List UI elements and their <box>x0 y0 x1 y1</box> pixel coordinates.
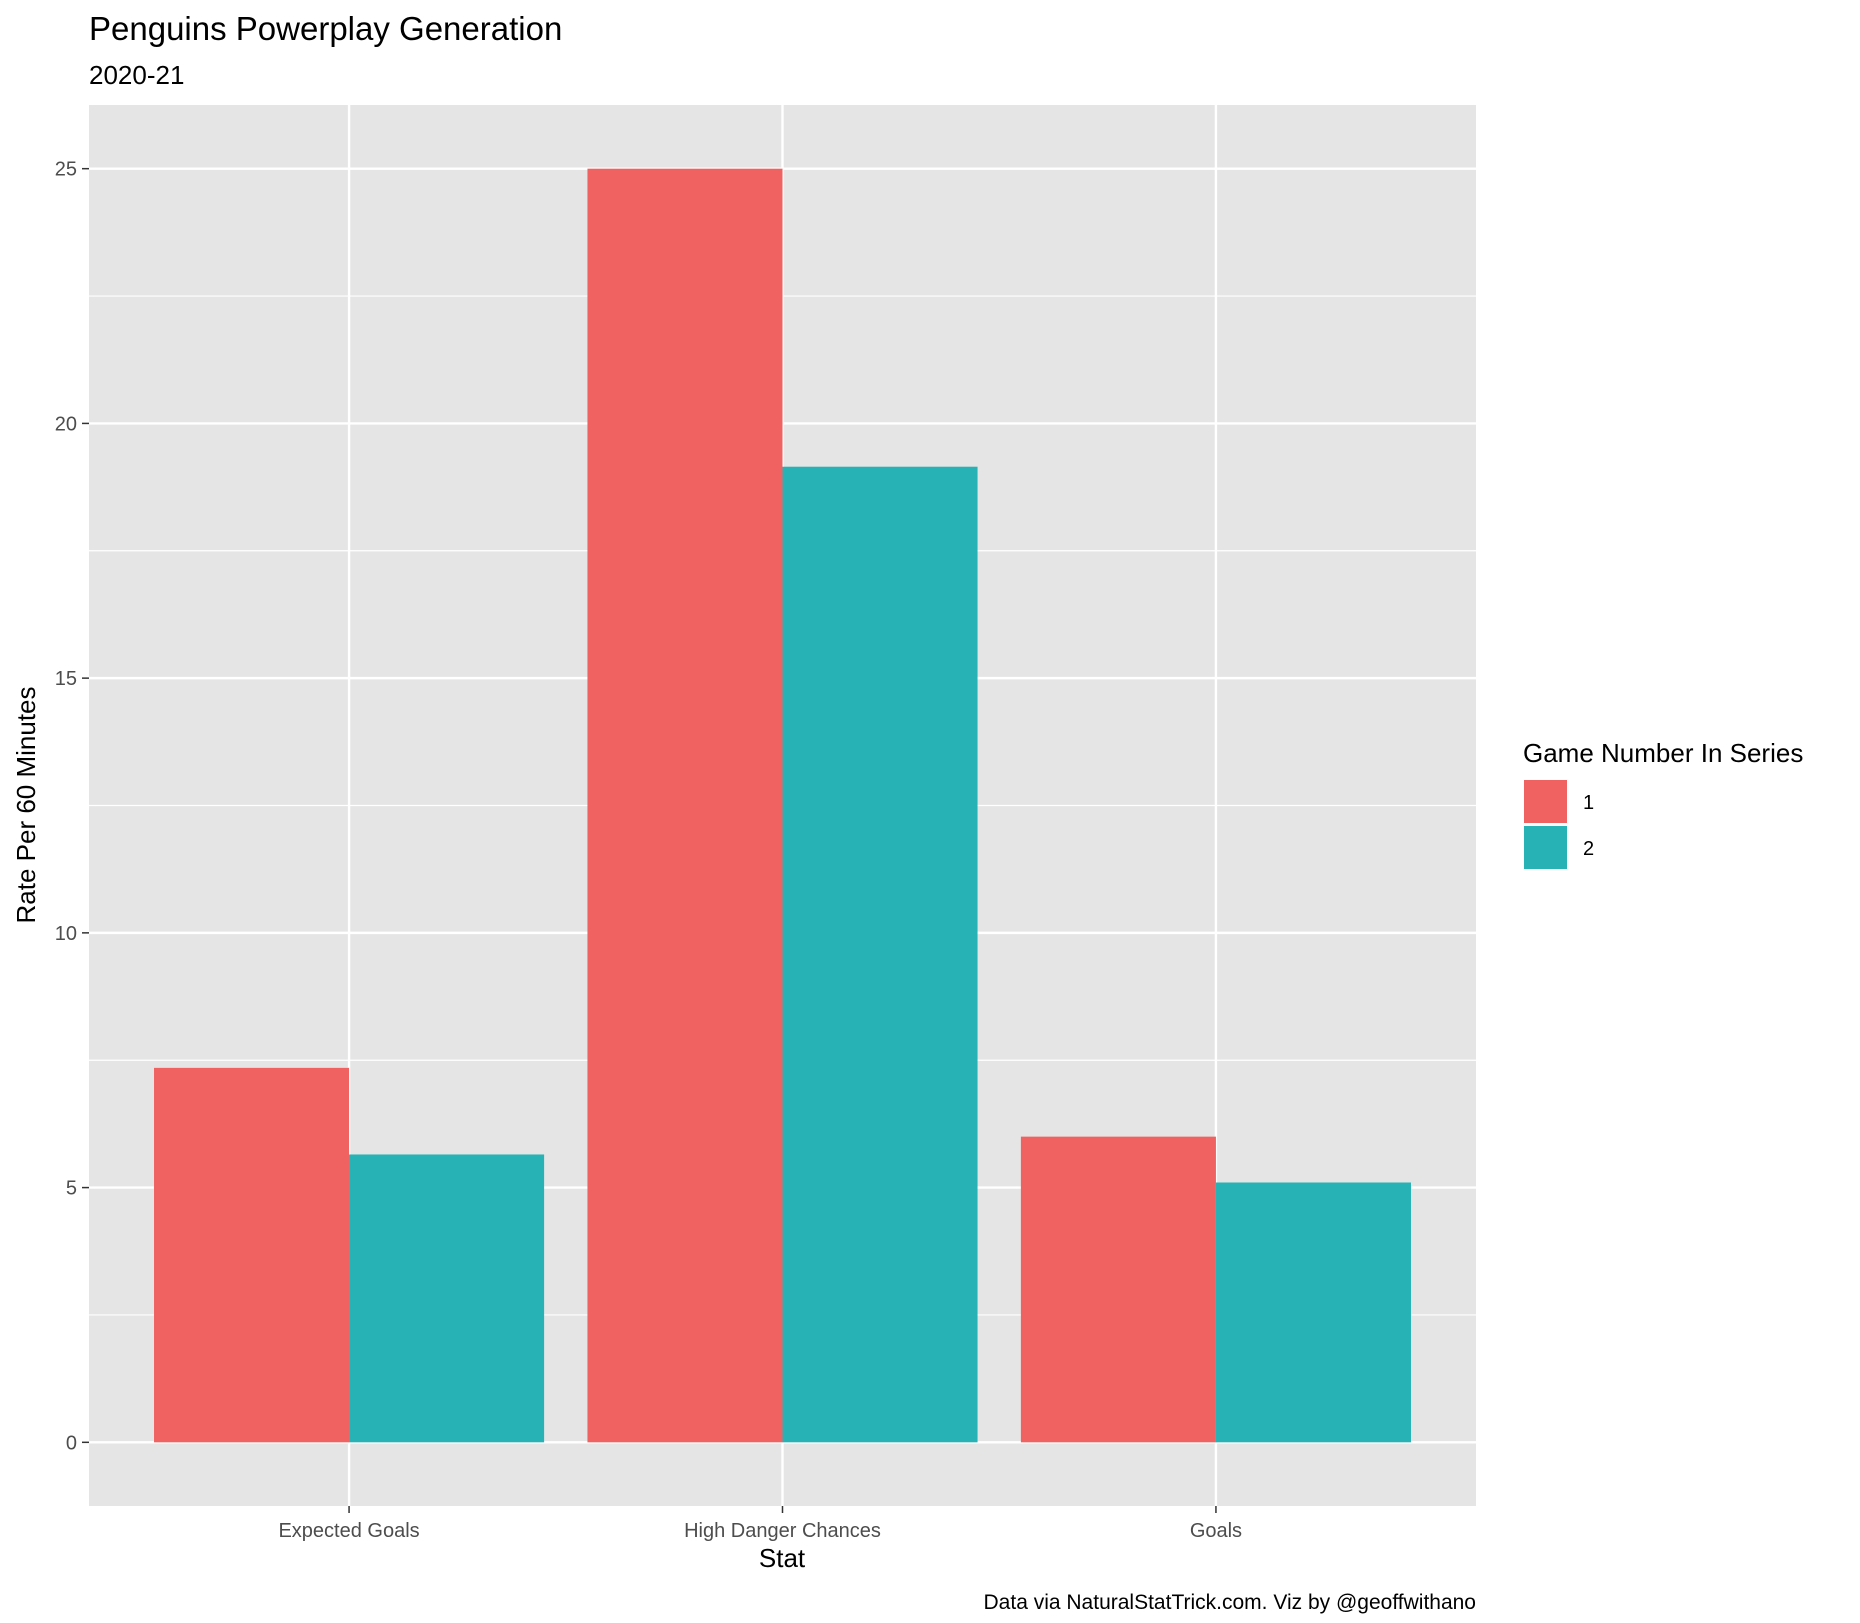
x-tick-label: Goals <box>1190 1520 1242 1542</box>
legend-title: Game Number In Series <box>1523 738 1803 768</box>
axis-layer: 0 5 10 15 20 25 Expected Goals High Danger Chan… <box>55 159 1242 1542</box>
bar <box>154 1067 350 1443</box>
y-tick-label: 5 <box>66 1178 77 1200</box>
legend-key <box>1524 780 1567 823</box>
y-tick-label: 25 <box>55 159 77 181</box>
bar <box>349 1154 545 1443</box>
y-axis-title: Rate Per 60 Minutes <box>11 686 41 923</box>
bar <box>1215 1182 1411 1443</box>
legend-items: 12 <box>1524 780 1594 869</box>
bars-layer <box>154 168 1411 1443</box>
legend-key <box>1524 826 1567 869</box>
legend-label: 2 <box>1583 838 1594 860</box>
y-tick-label: 20 <box>55 413 77 435</box>
x-axis-title: Stat <box>759 1543 806 1573</box>
chart-title: Penguins Powerplay Generation <box>89 10 562 47</box>
x-tick-label: High Danger Chances <box>684 1520 881 1542</box>
legend: Game Number In Series 12 <box>1523 738 1803 869</box>
bar <box>782 466 978 1443</box>
x-tick-label: Expected Goals <box>278 1520 419 1542</box>
bar <box>1020 1136 1216 1443</box>
y-tick-label: 0 <box>66 1432 77 1454</box>
legend-label: 1 <box>1583 792 1594 814</box>
y-tick-label: 15 <box>55 668 77 690</box>
bar <box>587 168 783 1443</box>
chart-subtitle: 2020-21 <box>89 60 184 90</box>
chart-caption: Data via NaturalStatTrick.com. Viz by @g… <box>984 1591 1476 1614</box>
y-tick-label: 10 <box>55 923 77 945</box>
